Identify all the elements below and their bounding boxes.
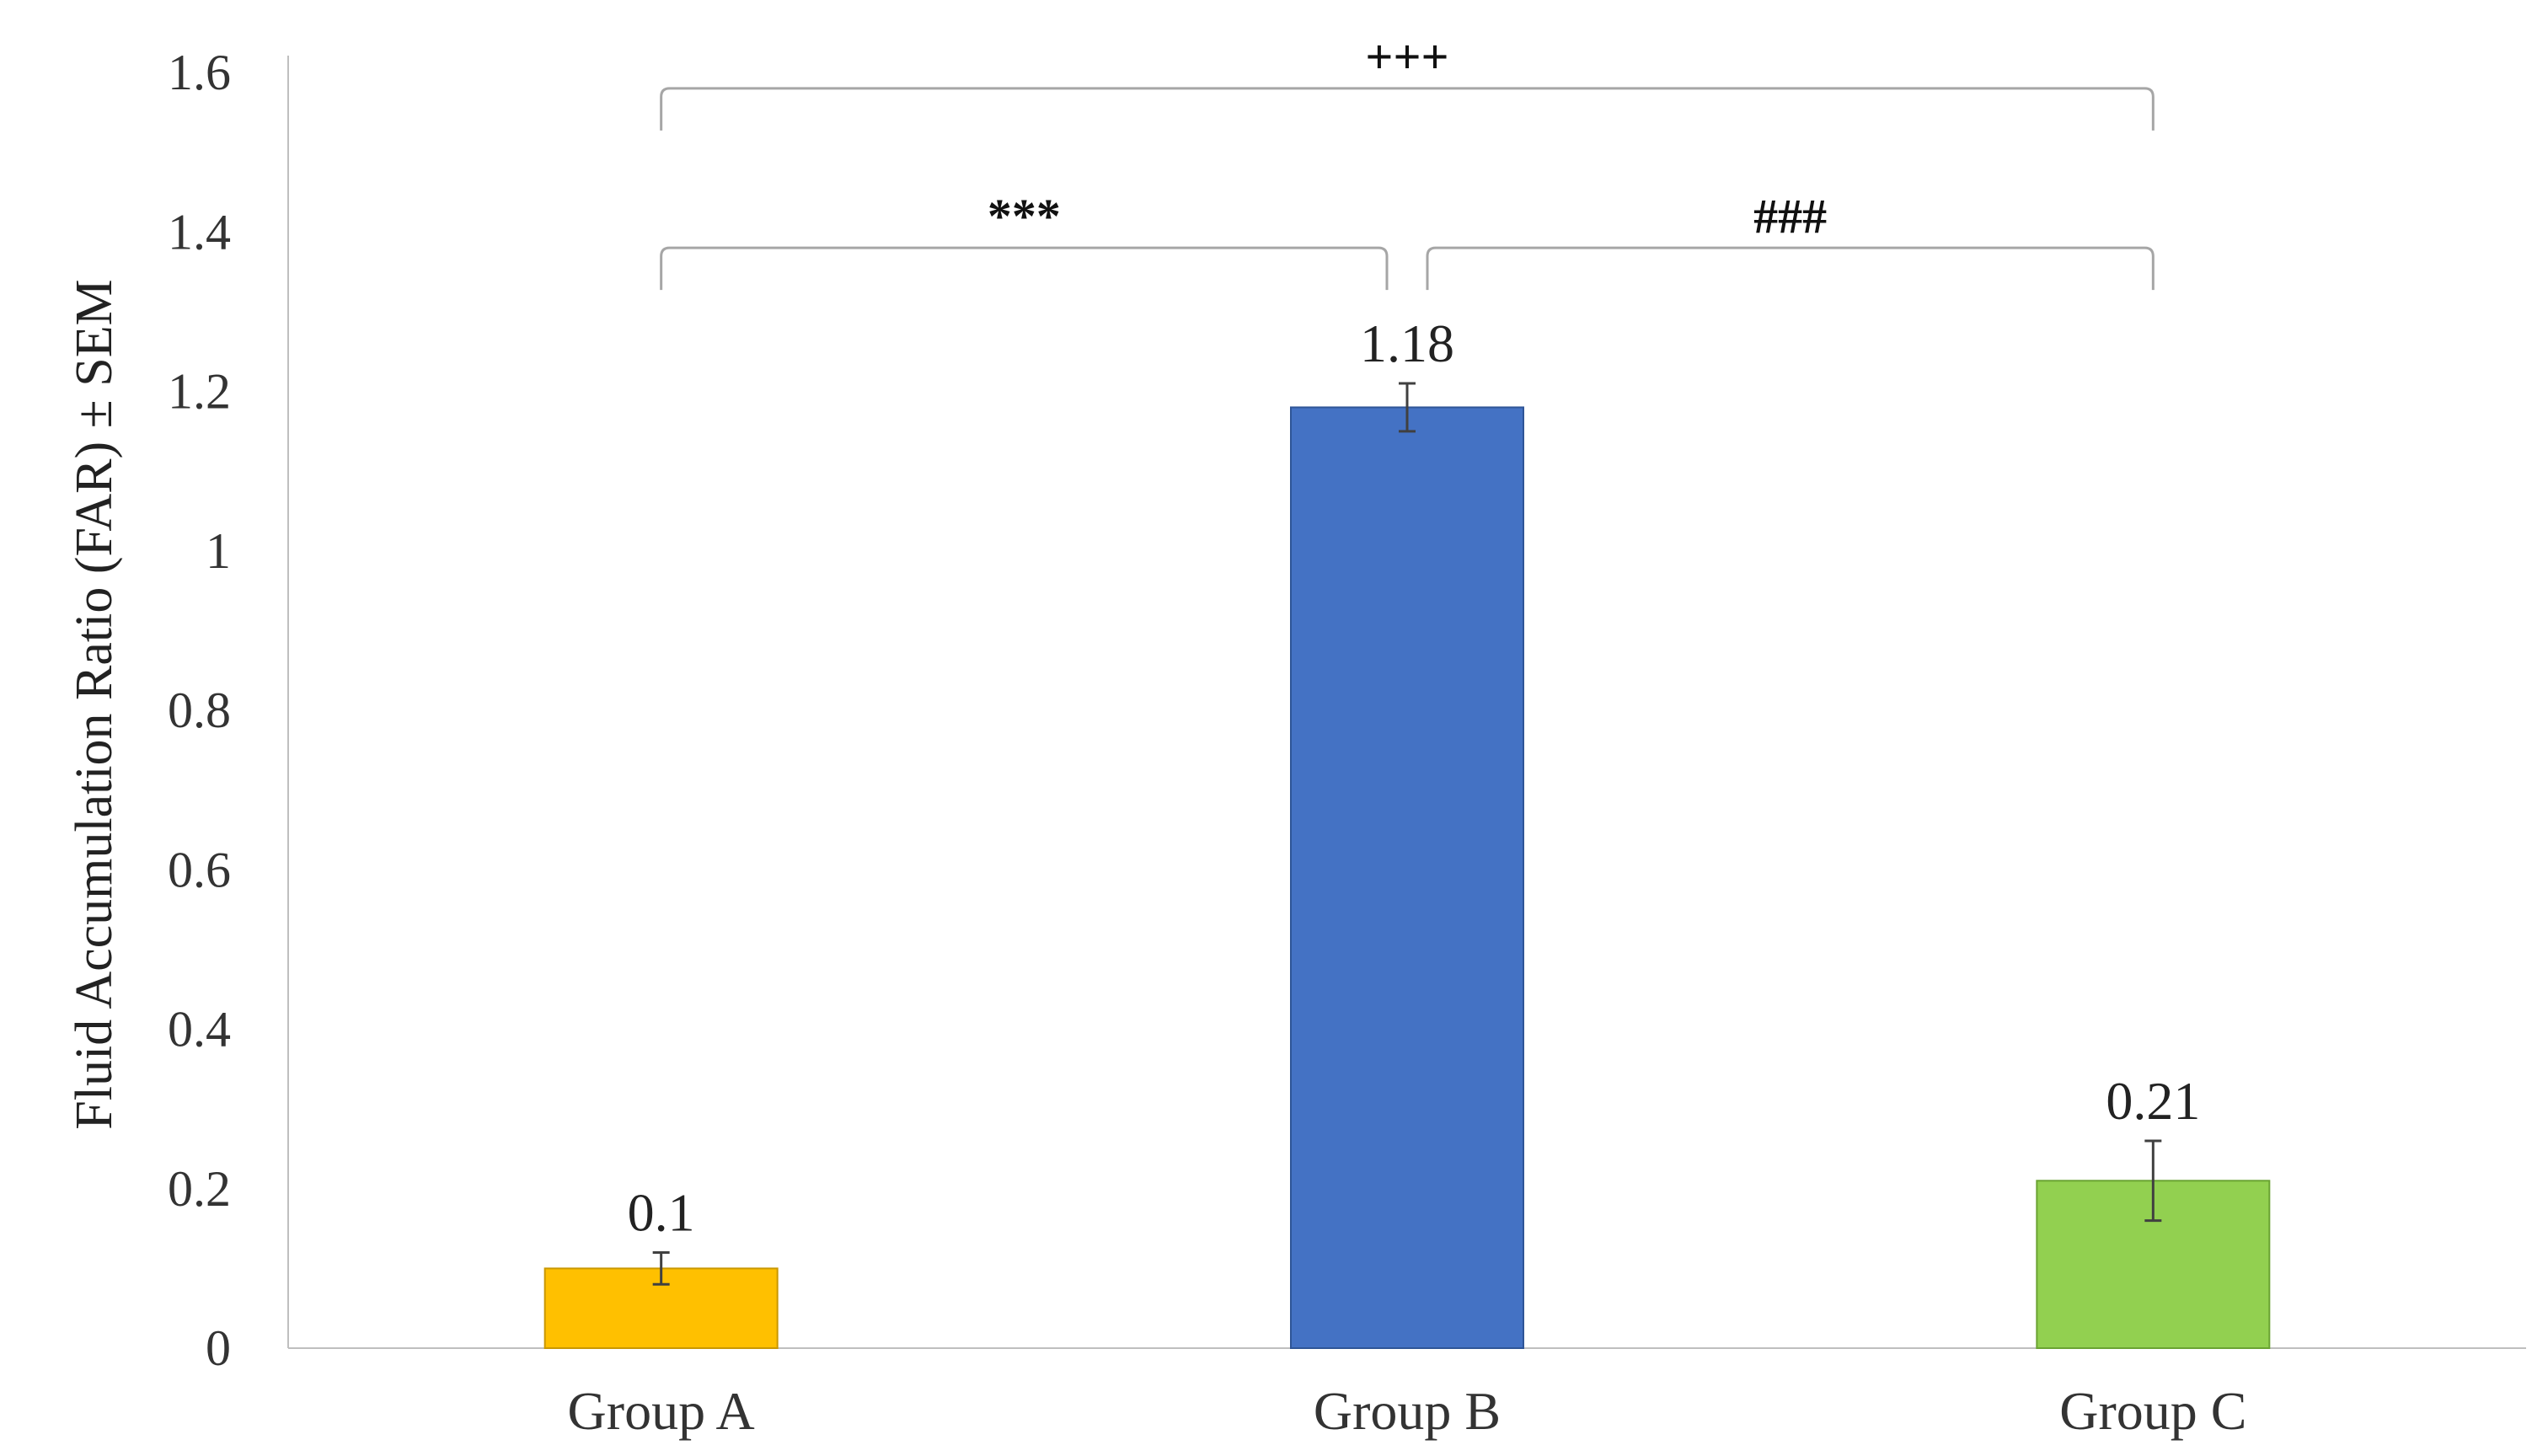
data-label: 0.1 — [628, 1182, 695, 1242]
data-label: 1.18 — [1360, 313, 1454, 373]
y-tick-label: 0.8 — [168, 682, 231, 738]
significance-bracket — [1426, 246, 2155, 291]
x-tick-label: Group C — [2059, 1381, 2246, 1441]
y-tick-label: 1.2 — [168, 364, 231, 420]
x-tick-label: Group B — [1314, 1381, 1501, 1441]
significance-bracket — [660, 87, 2155, 131]
data-label: 0.21 — [2106, 1071, 2200, 1131]
significance-label: ### — [1753, 189, 1827, 244]
y-axis-title: Fluid Accumulation Ratio (FAR) ± SEM — [66, 279, 123, 1129]
y-tick-label: 1.6 — [168, 45, 231, 100]
y-tick-label: 0 — [206, 1320, 231, 1376]
y-tick-label: 1 — [206, 523, 231, 579]
y-tick-label: 0.6 — [168, 842, 231, 897]
plot-area: 0 0.2 0.4 0.6 0.8 1 1.2 1.4 1.6 0.1 Group A 1.18 Gro… — [168, 29, 2526, 1441]
significance-bracket — [660, 246, 1389, 291]
y-tick-label: 0.4 — [168, 1002, 231, 1057]
bar-group-b — [1290, 406, 1524, 1349]
y-tick-label: 1.4 — [168, 204, 231, 260]
y-tick-label: 0.2 — [168, 1161, 231, 1217]
significance-label: +++ — [1365, 29, 1448, 84]
x-tick-label: Group A — [568, 1381, 755, 1441]
significance-label: *** — [988, 189, 1061, 244]
